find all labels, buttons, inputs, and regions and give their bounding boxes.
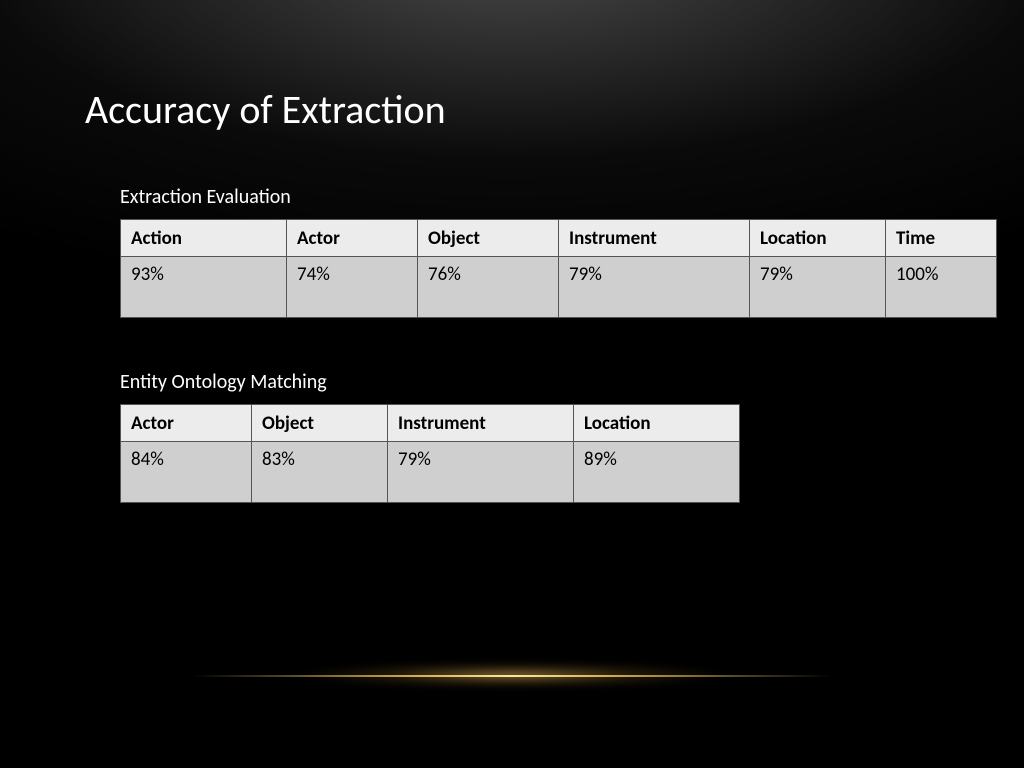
table1-col-actor: Actor: [287, 220, 418, 257]
table2-label: Entity Ontology Matching: [120, 370, 740, 394]
table2-header-row: Actor Object Instrument Location: [121, 405, 740, 442]
table1-header-row: Action Actor Object Instrument Location …: [121, 220, 997, 257]
table2-cell: 84%: [121, 442, 252, 503]
table2-cell: 83%: [252, 442, 388, 503]
accent-divider: [0, 615, 1024, 695]
table2-col-object: Object: [252, 405, 388, 442]
table2-cell: 79%: [388, 442, 574, 503]
table2-col-location: Location: [574, 405, 740, 442]
accent-line: [192, 675, 832, 677]
table1-cell: 74%: [287, 257, 418, 318]
table2-col-actor: Actor: [121, 405, 252, 442]
section-entity-ontology-matching: Entity Ontology Matching Actor Object In…: [120, 370, 740, 503]
slide: Accuracy of Extraction Extraction Evalua…: [0, 0, 1024, 768]
slide-title: Accuracy of Extraction: [85, 85, 446, 134]
table1-col-object: Object: [418, 220, 559, 257]
table1-col-location: Location: [750, 220, 886, 257]
section-extraction-evaluation: Extraction Evaluation Action Actor Objec…: [120, 185, 997, 318]
table2: Actor Object Instrument Location 84% 83%…: [120, 404, 740, 503]
table1-data-row: 93% 74% 76% 79% 79% 100%: [121, 257, 997, 318]
table1-col-instrument: Instrument: [559, 220, 750, 257]
table1-label: Extraction Evaluation: [120, 185, 997, 209]
table1-cell: 76%: [418, 257, 559, 318]
table1-col-time: Time: [886, 220, 997, 257]
table1-cell: 79%: [559, 257, 750, 318]
table2-col-instrument: Instrument: [388, 405, 574, 442]
table1-cell: 93%: [121, 257, 287, 318]
table2-cell: 89%: [574, 442, 740, 503]
table1: Action Actor Object Instrument Location …: [120, 219, 997, 318]
table2-data-row: 84% 83% 79% 89%: [121, 442, 740, 503]
table1-col-action: Action: [121, 220, 287, 257]
table1-cell: 100%: [886, 257, 997, 318]
accent-glow: [202, 655, 822, 695]
table1-cell: 79%: [750, 257, 886, 318]
